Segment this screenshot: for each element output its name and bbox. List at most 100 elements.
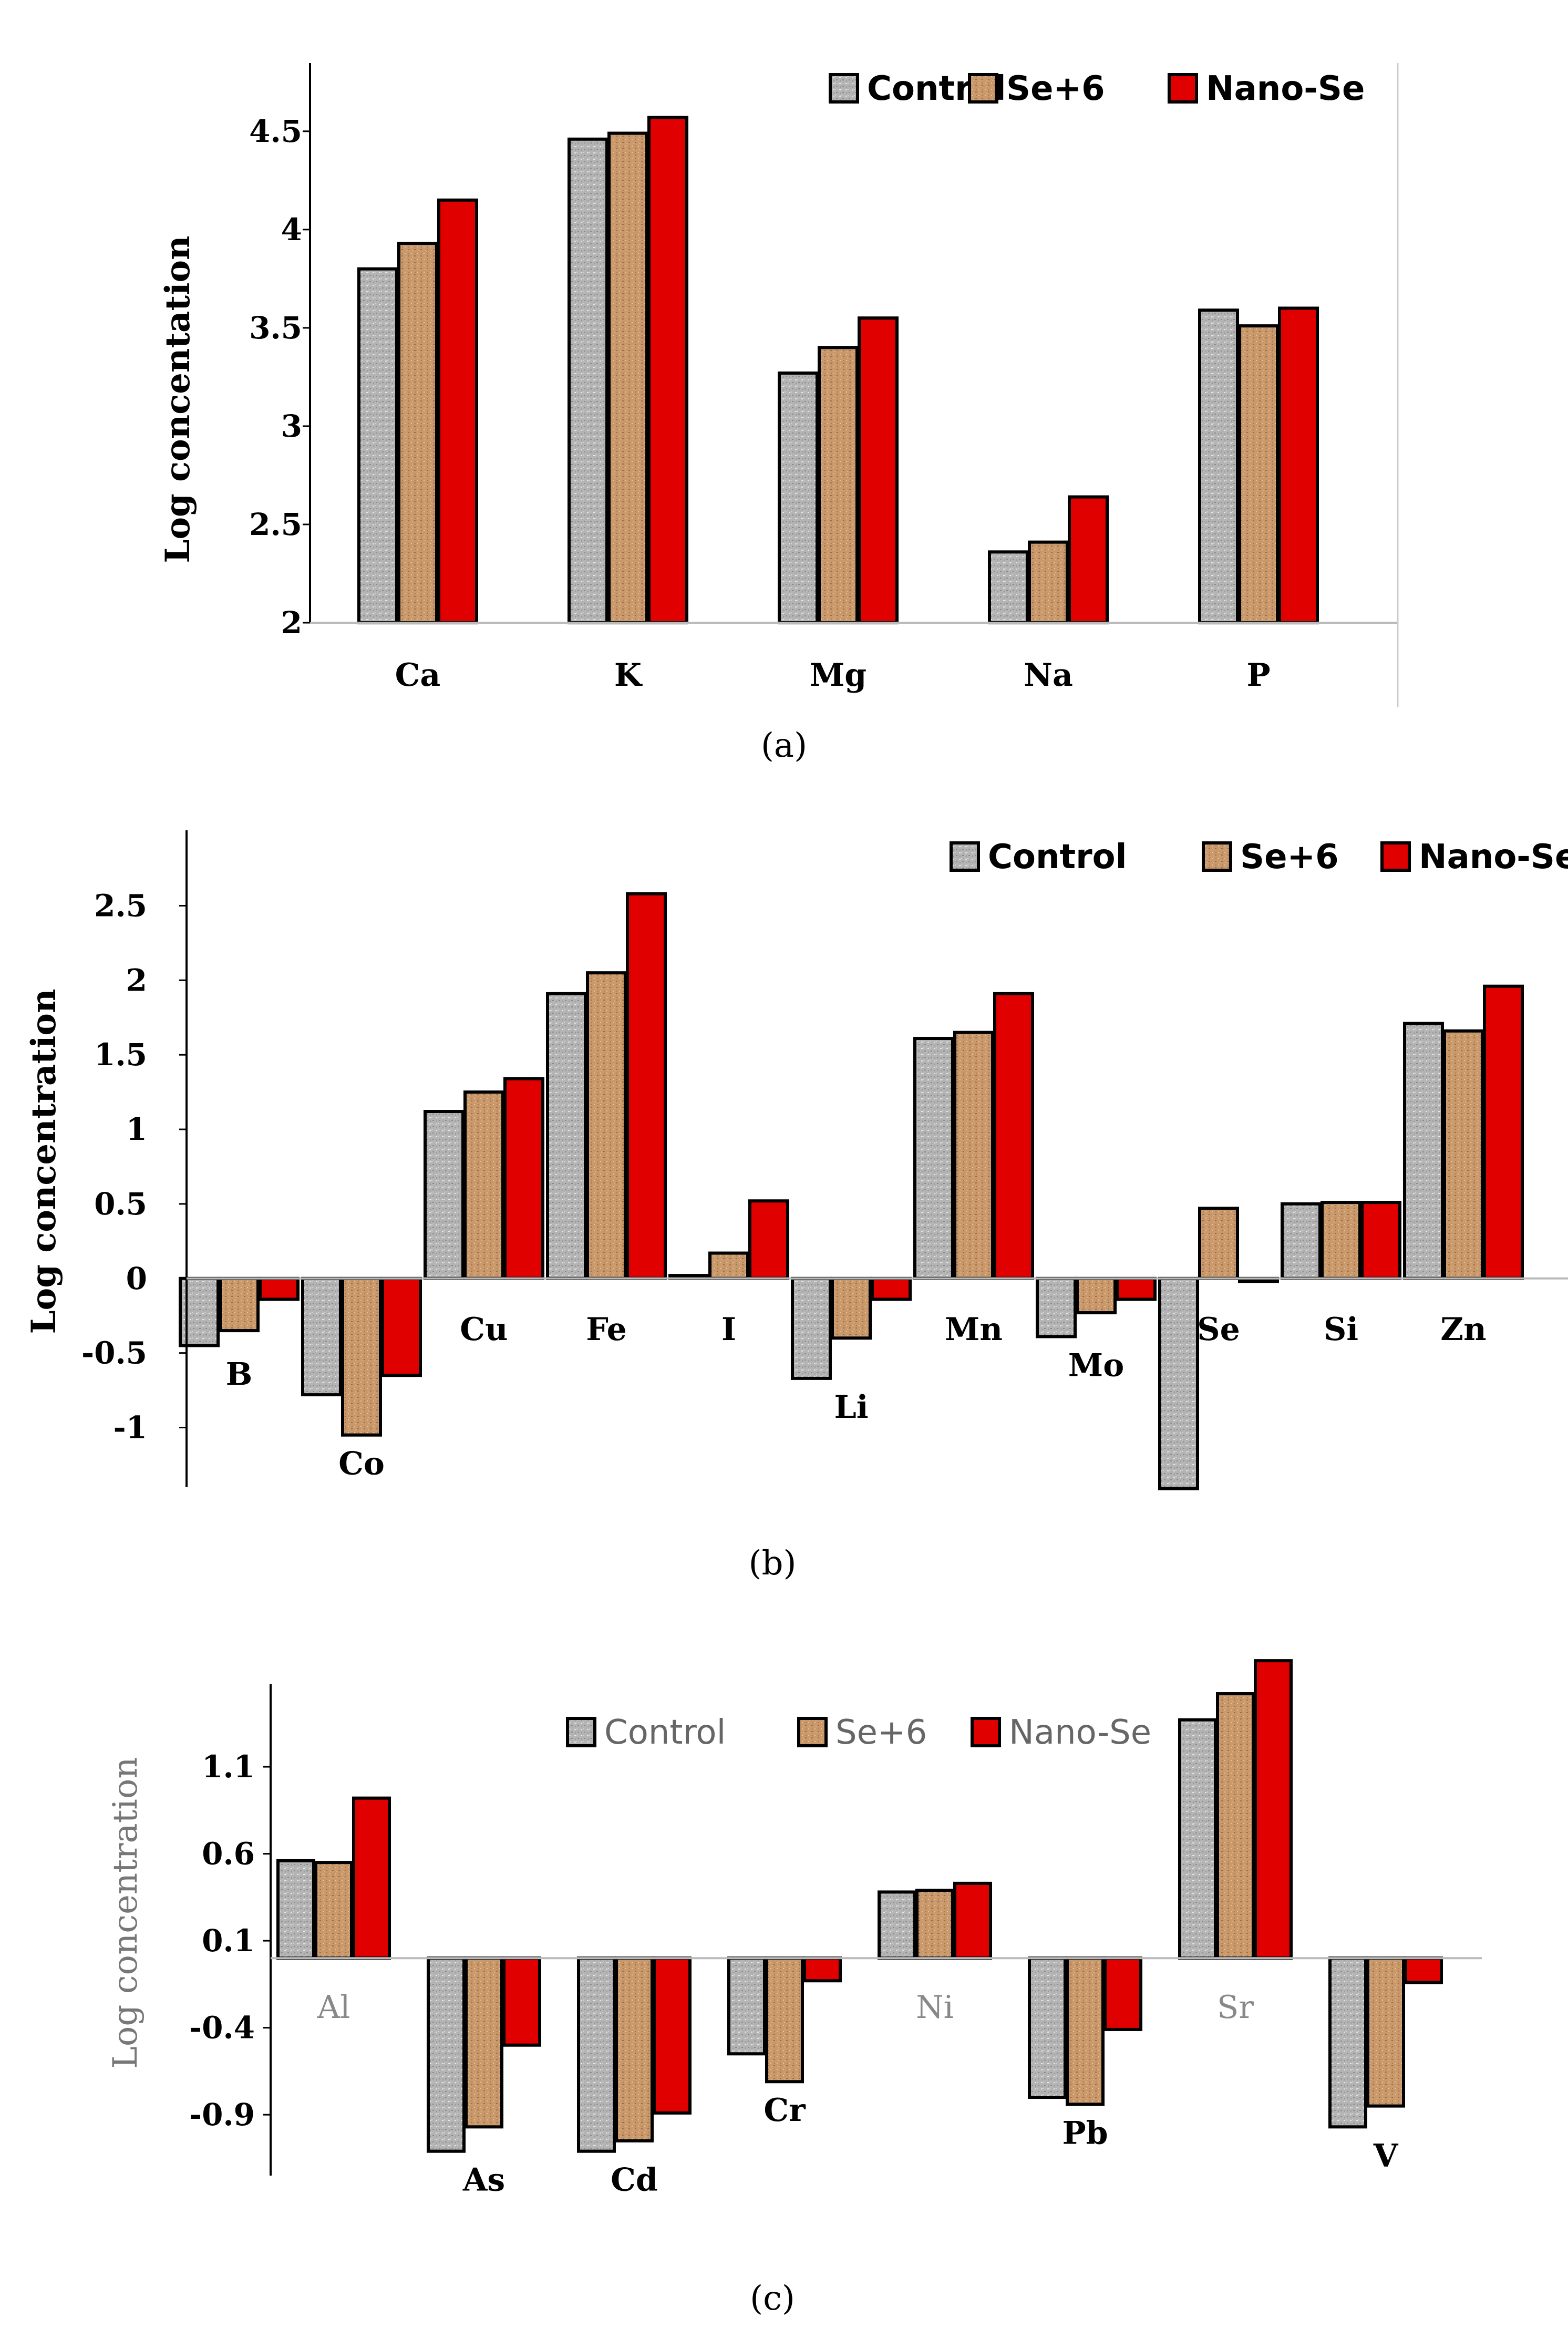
- bar-ca-control: [357, 267, 398, 624]
- category-label-ca: Ca: [395, 657, 441, 694]
- legend-key-control: [950, 841, 980, 872]
- y-tick-label: 3: [281, 408, 302, 444]
- y-tick-label: 1: [126, 1111, 147, 1147]
- bar-se-se6: [1198, 1207, 1239, 1280]
- category-label-co: Co: [338, 1446, 385, 1482]
- category-label-i: I: [721, 1311, 736, 1348]
- bar-ni-control: [878, 1890, 916, 1960]
- bar-si-control: [1281, 1202, 1322, 1280]
- legend-label-se6: Se+6: [1006, 69, 1105, 108]
- bars-b: [179, 892, 1524, 1490]
- legend-key-control: [829, 73, 859, 104]
- y-tick-label: -0.9: [189, 2097, 255, 2133]
- bar-zn-nanose: [1483, 984, 1524, 1280]
- category-label-pb: Pb: [1062, 2115, 1108, 2151]
- x-categories-b: B Co Cu Fe I Li Mn Mo Se Si Zn: [226, 1311, 1487, 1482]
- bar-mg-nanose: [858, 316, 899, 624]
- y-ticks-a: 2 2.5 3 3.5 4 4.5: [249, 63, 1399, 707]
- legend-c: Control Se+6 Nano-Se: [566, 1713, 1151, 1752]
- bars-c: [276, 1659, 1443, 2153]
- y-tick-label: 4: [281, 212, 302, 248]
- category-label-al: Al: [317, 1989, 350, 2026]
- bar-fe-control: [546, 992, 587, 1280]
- bar-b-se6: [219, 1276, 260, 1333]
- bar-pb-se6: [1066, 1956, 1105, 2106]
- bar-k-control: [568, 137, 608, 624]
- bar-si-se6: [1321, 1201, 1361, 1280]
- bar-fe-nanose: [626, 892, 667, 1280]
- category-label-mg: Mg: [810, 657, 866, 694]
- bar-ni-se6: [915, 1889, 954, 1960]
- category-label-si: Si: [1324, 1311, 1358, 1348]
- y-tick-label: 3.5: [249, 310, 302, 346]
- legend-label-control: Control: [988, 838, 1127, 877]
- bar-k-nanose: [647, 116, 688, 624]
- legend-label-control: Control: [604, 1713, 726, 1752]
- bar-co-control: [301, 1276, 342, 1397]
- x-categories-c: Al As Cd Cr Ni Pb Sr V: [317, 1989, 1399, 2199]
- bar-i-se6: [708, 1251, 749, 1280]
- legend-label-se6: Se+6: [835, 1713, 927, 1752]
- y-axis-label-a: Log concentation: [158, 235, 198, 563]
- bar-as-se6: [465, 1956, 503, 2129]
- y-tick-label: 2: [126, 962, 147, 998]
- category-label-na: Na: [1024, 657, 1073, 694]
- category-label-li: Li: [834, 1389, 869, 1426]
- category-label-ni: Ni: [916, 1989, 954, 2026]
- bar-cr-se6: [765, 1956, 804, 2084]
- y-tick-label: -0.5: [81, 1335, 147, 1371]
- bar-mn-control: [913, 1037, 954, 1280]
- bar-pb-nanose: [1103, 1956, 1142, 2031]
- category-label-cu: Cu: [460, 1311, 508, 1348]
- bar-li-control: [791, 1276, 832, 1380]
- bar-cd-nanose: [653, 1956, 692, 2115]
- bar-al-control: [276, 1859, 315, 1960]
- bar-cr-control: [727, 1956, 766, 2056]
- y-tick-label: 0.6: [202, 1836, 255, 1872]
- y-tick-label: 0.1: [202, 1923, 255, 1959]
- bar-si-nanose: [1360, 1201, 1401, 1280]
- y-tick-label: 1.1: [202, 1749, 255, 1785]
- y-tick-label: 2.5: [249, 507, 302, 542]
- legend-key-nanose: [971, 1717, 1001, 1747]
- bar-p-nanose: [1278, 306, 1319, 624]
- y-axis-label-b: Log concentration: [24, 989, 64, 1334]
- bar-cu-se6: [463, 1090, 504, 1280]
- bar-sr-se6: [1216, 1692, 1255, 1960]
- bar-v-control: [1328, 1956, 1367, 2129]
- panel-label-c: (c): [750, 2279, 795, 2318]
- legend-key-nanose: [1168, 73, 1198, 104]
- bar-fe-se6: [586, 971, 627, 1280]
- bar-mn-nanose: [993, 992, 1034, 1280]
- bar-v-se6: [1366, 1956, 1405, 2108]
- bar-sr-nanose: [1254, 1659, 1293, 1960]
- bar-ca-se6: [397, 242, 438, 624]
- bar-p-control: [1198, 308, 1239, 624]
- bar-sr-control: [1178, 1718, 1217, 1960]
- bar-al-se6: [314, 1861, 353, 1960]
- legend-key-control: [566, 1717, 596, 1747]
- bar-co-nanose: [381, 1276, 422, 1377]
- category-label-v: V: [1373, 2137, 1399, 2174]
- bar-na-control: [988, 550, 1029, 625]
- bar-mn-se6: [953, 1031, 994, 1280]
- bar-p-se6: [1238, 324, 1279, 624]
- bar-se-control: [1158, 1276, 1199, 1490]
- bar-mo-se6: [1076, 1276, 1117, 1315]
- legend-label-nanose: Nano-Se: [1009, 1713, 1151, 1752]
- bar-cr-nanose: [803, 1956, 842, 1983]
- y-tick-label: 0.5: [94, 1186, 147, 1222]
- bar-al-nanose: [352, 1796, 391, 1960]
- bar-mg-control: [778, 371, 819, 624]
- bar-pb-control: [1028, 1956, 1067, 2099]
- legend-b: Control Se+6 Nano-Se: [950, 838, 1568, 877]
- bars-a: [357, 116, 1319, 625]
- chart-panel-a: 2 2.5 3 3.5 4 4.5 Ca K Mg Na P Log concentation C…: [158, 63, 1399, 765]
- category-label-as: As: [462, 2162, 505, 2199]
- bar-mo-nanose: [1116, 1276, 1157, 1301]
- category-label-sr: Sr: [1217, 1989, 1254, 2026]
- y-tick-label: 4.5: [249, 114, 302, 149]
- bar-as-nanose: [502, 1956, 541, 2047]
